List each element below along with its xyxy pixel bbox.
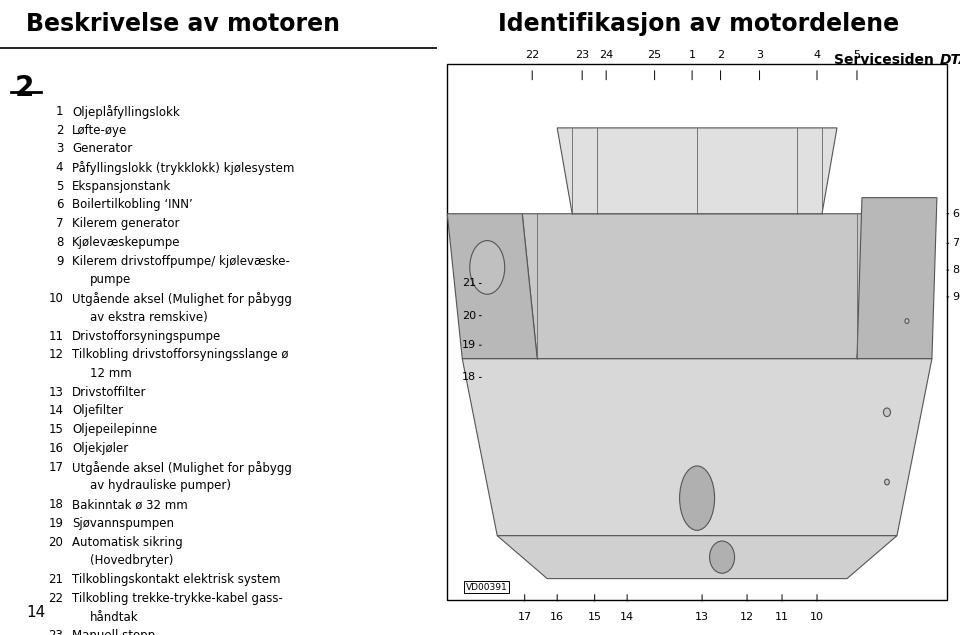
Text: 10: 10 <box>48 292 63 305</box>
Circle shape <box>883 408 891 417</box>
Circle shape <box>905 319 909 323</box>
Text: 25: 25 <box>648 50 661 60</box>
Polygon shape <box>463 359 932 536</box>
Text: 13: 13 <box>695 612 709 622</box>
Text: Boilertilkobling ‘INN’: Boilertilkobling ‘INN’ <box>72 198 193 211</box>
Text: 23: 23 <box>575 50 589 60</box>
Text: 15: 15 <box>588 612 602 622</box>
Text: Tilkobling trekke-trykke-kabel gass-: Tilkobling trekke-trykke-kabel gass- <box>72 592 283 605</box>
Text: 9: 9 <box>56 255 63 267</box>
Text: 19: 19 <box>48 517 63 530</box>
Ellipse shape <box>709 541 734 573</box>
Text: Oljepeilepinne: Oljepeilepinne <box>72 423 157 436</box>
Text: 7: 7 <box>56 217 63 230</box>
Polygon shape <box>497 536 897 578</box>
Text: DTA67: DTA67 <box>940 53 960 67</box>
Text: 19: 19 <box>462 340 476 350</box>
Polygon shape <box>447 214 538 359</box>
Text: 18: 18 <box>462 372 476 382</box>
Text: 17: 17 <box>517 612 532 622</box>
Text: 12: 12 <box>740 612 755 622</box>
Text: Oljeplåfyllingslokk: Oljeplåfyllingslokk <box>72 105 180 119</box>
Text: Påfyllingslokk (trykklokk) kjølesystem: Påfyllingslokk (trykklokk) kjølesystem <box>72 161 295 175</box>
Text: 1: 1 <box>56 105 63 117</box>
Text: 15: 15 <box>48 423 63 436</box>
Bar <box>447 64 947 600</box>
Text: 7: 7 <box>952 238 959 248</box>
Text: 4: 4 <box>56 161 63 174</box>
Text: Utgående aksel (Mulighet for påbygg: Utgående aksel (Mulighet for påbygg <box>72 292 292 306</box>
Text: 2: 2 <box>717 50 724 60</box>
Text: Utgående aksel (Mulighet for påbygg: Utgående aksel (Mulighet for påbygg <box>72 460 292 474</box>
Text: av ekstra remskive): av ekstra remskive) <box>89 311 207 324</box>
Polygon shape <box>522 214 872 359</box>
Text: Løfte-øye: Løfte-øye <box>72 123 128 137</box>
Text: 21: 21 <box>48 573 63 586</box>
Text: Beskrivelse av motoren: Beskrivelse av motoren <box>26 12 340 36</box>
Text: 17: 17 <box>48 460 63 474</box>
Text: 13: 13 <box>48 385 63 399</box>
Circle shape <box>884 479 889 485</box>
Text: Manuell stopp: Manuell stopp <box>72 629 156 635</box>
Text: 21: 21 <box>462 279 476 288</box>
Text: 24: 24 <box>599 50 613 60</box>
Text: Ekspansjonstank: Ekspansjonstank <box>72 180 171 192</box>
Polygon shape <box>857 197 937 359</box>
Text: Automatisk sikring: Automatisk sikring <box>72 535 182 549</box>
Ellipse shape <box>680 466 714 530</box>
Text: 1: 1 <box>688 50 696 60</box>
Text: håndtak: håndtak <box>89 610 138 624</box>
Text: Tilkobling drivstofforsyningsslange ø: Tilkobling drivstofforsyningsslange ø <box>72 348 289 361</box>
Text: 23: 23 <box>48 629 63 635</box>
Text: 22: 22 <box>525 50 540 60</box>
Text: (Hovedbryter): (Hovedbryter) <box>89 554 173 567</box>
Polygon shape <box>557 128 837 214</box>
Text: pumpe: pumpe <box>89 273 131 286</box>
Text: Generator: Generator <box>72 142 132 155</box>
Text: Identifikasjon av motordelene: Identifikasjon av motordelene <box>498 12 899 36</box>
Text: 11: 11 <box>48 330 63 342</box>
Text: 6: 6 <box>952 209 959 218</box>
Text: 6: 6 <box>56 198 63 211</box>
Text: 8: 8 <box>952 265 959 275</box>
Text: 16: 16 <box>550 612 564 622</box>
Text: Oljefilter: Oljefilter <box>72 404 123 417</box>
Text: 8: 8 <box>56 236 63 249</box>
Text: Kjølevæskepumpe: Kjølevæskepumpe <box>72 236 180 249</box>
Ellipse shape <box>469 241 505 294</box>
Text: Sjøvannspumpen: Sjøvannspumpen <box>72 517 174 530</box>
Text: 14: 14 <box>26 605 45 620</box>
Text: Drivstoffilter: Drivstoffilter <box>72 385 147 399</box>
Text: 10: 10 <box>810 612 824 622</box>
Text: VD00391: VD00391 <box>466 583 508 592</box>
Text: Bakinntak ø 32 mm: Bakinntak ø 32 mm <box>72 498 188 511</box>
Text: 14: 14 <box>48 404 63 417</box>
Text: 16: 16 <box>48 442 63 455</box>
Text: 2: 2 <box>14 74 34 102</box>
Text: 14: 14 <box>620 612 635 622</box>
Text: Kilerem generator: Kilerem generator <box>72 217 180 230</box>
Text: Oljekjøler: Oljekjøler <box>72 442 129 455</box>
Text: 12 mm: 12 mm <box>89 367 132 380</box>
Text: 4: 4 <box>813 50 821 60</box>
Text: 5: 5 <box>56 180 63 192</box>
Text: 22: 22 <box>48 592 63 605</box>
Text: Drivstofforsyningspumpe: Drivstofforsyningspumpe <box>72 330 222 342</box>
Text: 20: 20 <box>48 535 63 549</box>
Text: 2: 2 <box>56 123 63 137</box>
Text: Tilkoblingskontakt elektrisk system: Tilkoblingskontakt elektrisk system <box>72 573 280 586</box>
Text: 20: 20 <box>462 311 476 321</box>
Text: av hydrauliske pumper): av hydrauliske pumper) <box>89 479 230 492</box>
Text: Servicesiden: Servicesiden <box>834 53 939 67</box>
Text: 3: 3 <box>756 50 763 60</box>
Text: 5: 5 <box>853 50 860 60</box>
Text: 12: 12 <box>48 348 63 361</box>
Text: 18: 18 <box>48 498 63 511</box>
Text: 9: 9 <box>952 292 959 302</box>
Text: 11: 11 <box>775 612 789 622</box>
Text: Kilerem drivstoffpumpe/ kjølevæske-: Kilerem drivstoffpumpe/ kjølevæske- <box>72 255 290 267</box>
Text: 3: 3 <box>56 142 63 155</box>
